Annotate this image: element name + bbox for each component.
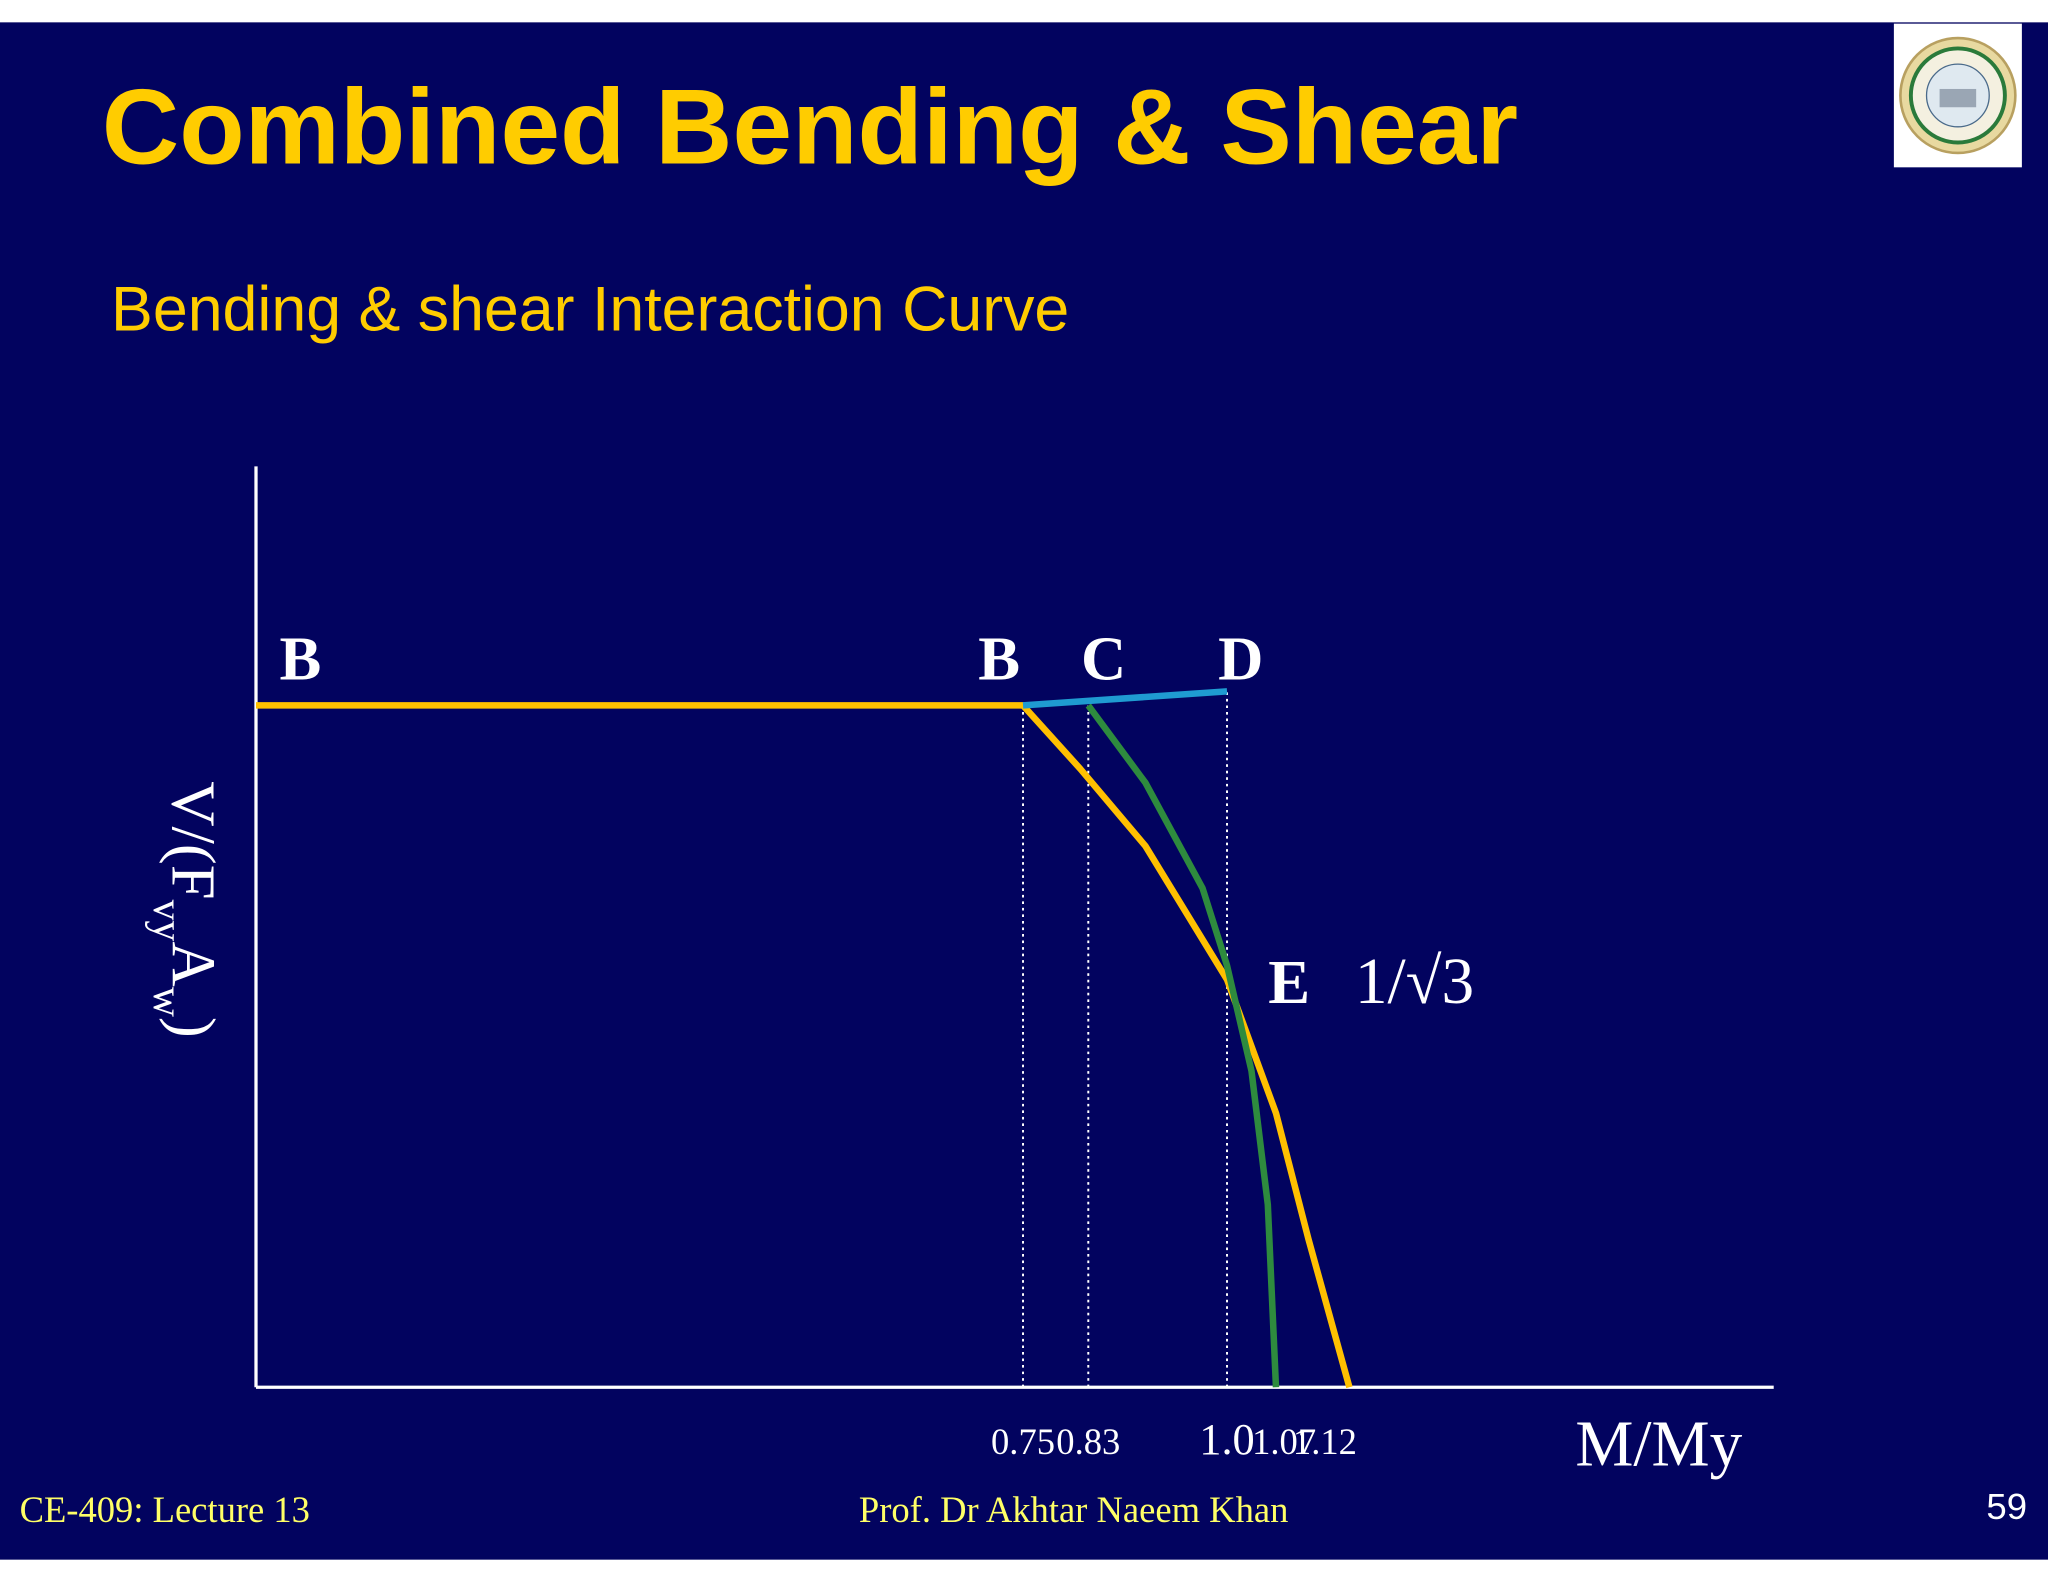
slide-background: [0, 22, 2048, 1560]
x-tick-label: 0.83: [1056, 1421, 1120, 1462]
y-label-part: vy: [144, 900, 190, 942]
y-label-part: w: [144, 987, 190, 1017]
y-label-part: A: [158, 941, 228, 986]
point-label: E: [1268, 947, 1310, 1017]
point-label: B: [978, 623, 1020, 693]
curve: [255, 702, 1353, 1389]
point-label: C: [1081, 623, 1126, 693]
point-label: 1/√3: [1355, 946, 1474, 1018]
x-tick-label: 1.12: [1293, 1421, 1357, 1462]
curve: [1085, 703, 1280, 1388]
logo: [1893, 23, 2022, 168]
logo-building: [1939, 88, 1977, 108]
point-label: B: [280, 623, 322, 693]
slide-subtitle: Bending & shear Interaction Curve: [111, 275, 1069, 345]
x-tick-label: 1.0: [1199, 1414, 1255, 1464]
footer-center: Prof. Dr Akhtar Naeem Khan: [859, 1489, 1288, 1530]
slide-title: Combined Bending & Shear: [102, 66, 1518, 186]
x-tick-label: 0.75: [991, 1421, 1055, 1462]
point-label: D: [1218, 623, 1263, 693]
y-axis-label: V/(FvyAw): [144, 781, 228, 1038]
x-tick-label: 1.07: [1252, 1421, 1316, 1462]
x-axis-label: M/My: [1575, 1409, 1742, 1481]
y-label-part: V/(F: [158, 781, 228, 899]
footer-left: CE-409: Lecture 13: [20, 1489, 310, 1530]
curve: [1022, 688, 1228, 709]
y-label-part: ): [158, 1017, 228, 1038]
page-number: 59: [1986, 1486, 2027, 1527]
